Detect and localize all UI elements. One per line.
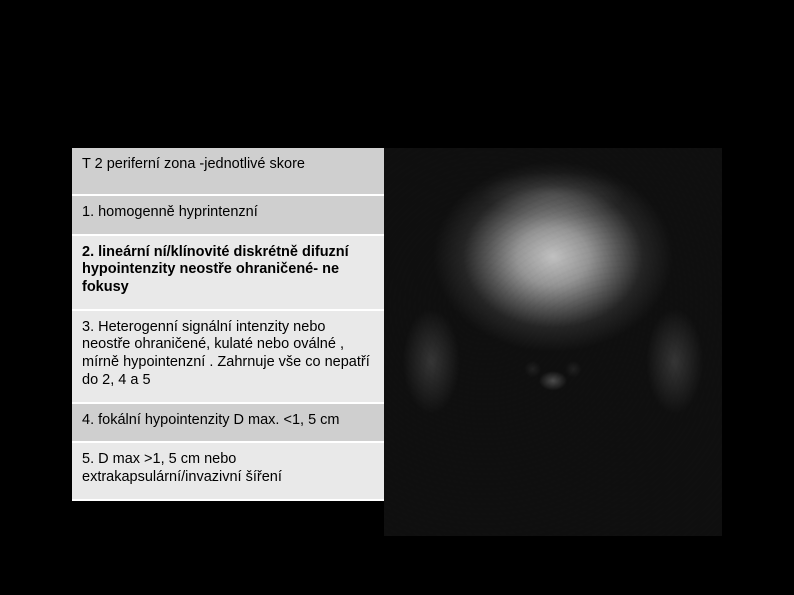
slide: T 2 periferní zona -jednotlivé skore 1. … bbox=[0, 0, 794, 595]
table-row: 2. lineární ní/klínovité diskrétně difuz… bbox=[72, 236, 384, 311]
row-text: 3. Heterogenní signální intenzity nebo n… bbox=[82, 319, 370, 388]
row-text: 2. lineární ní/klínovité diskrétně difuz… bbox=[82, 244, 349, 295]
table-header: T 2 periferní zona -jednotlivé skore bbox=[72, 148, 384, 196]
table-row: 4. fokální hypointenzity D max. <1, 5 cm bbox=[72, 404, 384, 444]
row-text: 4. fokální hypointenzity D max. <1, 5 cm bbox=[82, 412, 340, 428]
row-text: 5. D max >1, 5 cm nebo extrakapsulární/i… bbox=[82, 451, 282, 485]
table-row: 5. D max >1, 5 cm nebo extrakapsulární/i… bbox=[72, 443, 384, 500]
content-row: T 2 periferní zona -jednotlivé skore 1. … bbox=[72, 148, 722, 536]
table-row: 3. Heterogenní signální intenzity nebo n… bbox=[72, 311, 384, 404]
table-row: 1. homogenně hyprintenzní bbox=[72, 196, 384, 236]
row-text: 1. homogenně hyprintenzní bbox=[82, 204, 258, 220]
mri-render bbox=[384, 148, 722, 536]
table-title: T 2 periferní zona -jednotlivé skore bbox=[82, 156, 305, 172]
mri-image bbox=[384, 148, 722, 536]
score-table: T 2 periferní zona -jednotlivé skore 1. … bbox=[72, 148, 384, 536]
